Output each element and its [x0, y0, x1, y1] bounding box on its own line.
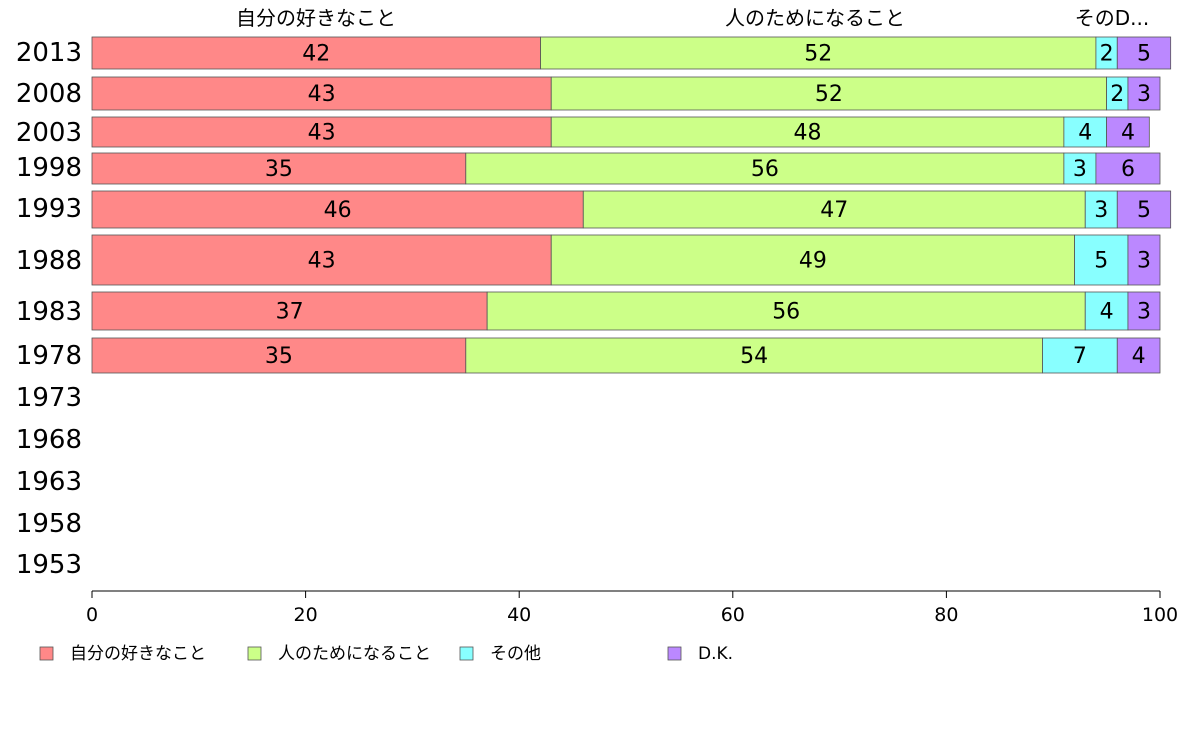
legend-swatch [247, 646, 262, 661]
bar-value-label: 49 [799, 249, 827, 274]
bar-value-label: 35 [265, 344, 293, 369]
x-tick-label: 20 [294, 604, 318, 626]
legend-label: 自分の好きなこと [70, 644, 206, 664]
year-label: 1998 [16, 153, 82, 183]
bar-segment [91, 337, 467, 374]
bar-segment [550, 116, 1065, 148]
bar-value-label: 48 [794, 121, 822, 146]
year-label: 2003 [16, 118, 82, 148]
bar-value-label: 7 [1073, 344, 1087, 369]
year-label: 1978 [16, 341, 82, 371]
bar-segment [1074, 234, 1129, 286]
year-label: 2013 [16, 38, 82, 68]
bar-value-label: 37 [276, 300, 304, 325]
bar-value-label: 5 [1094, 249, 1108, 274]
bar-segment [91, 36, 541, 70]
year-label: 1953 [16, 550, 82, 580]
bar-value-label: 3 [1137, 300, 1151, 325]
bar-value-label: 42 [302, 42, 330, 67]
legend-swatch [39, 646, 54, 661]
bar-segment [465, 337, 1043, 374]
bar-value-label: 5 [1137, 198, 1151, 223]
bar-value-label: 2 [1110, 82, 1124, 107]
column-header: 自分の好きなこと [236, 6, 396, 30]
bar-segment [1063, 152, 1097, 185]
bar-value-label: 4 [1132, 344, 1146, 369]
column-header: そのD... [1075, 6, 1149, 30]
bar-value-label: 54 [740, 344, 768, 369]
bar-value-label: 52 [815, 82, 843, 107]
bar-segment [1116, 337, 1161, 374]
bar-value-label: 6 [1121, 157, 1135, 182]
bar-segment [1116, 190, 1172, 229]
bar-segment [1106, 116, 1150, 148]
bar-value-label: 43 [308, 249, 336, 274]
year-label: 2008 [16, 79, 82, 109]
bar-value-label: 43 [308, 82, 336, 107]
bar-segment [1095, 152, 1161, 185]
bar-segment [550, 234, 1075, 286]
bar-segment [1063, 116, 1108, 148]
year-label: 1993 [16, 194, 82, 224]
bar-segment [486, 291, 1086, 331]
bar-value-label: 35 [265, 157, 293, 182]
x-tick-label: 60 [721, 604, 745, 626]
bar-value-label: 3 [1137, 249, 1151, 274]
bar-segment [1116, 36, 1172, 70]
bar-value-label: 56 [772, 300, 800, 325]
x-tick-label: 40 [507, 604, 531, 626]
x-tick-label: 100 [1142, 604, 1178, 626]
legend-label: その他 [490, 644, 541, 664]
bar-value-label: 4 [1078, 121, 1092, 146]
bar-value-label: 56 [751, 157, 779, 182]
legend-swatch [667, 646, 682, 661]
bar-segment [1127, 234, 1161, 286]
year-label: 1968 [16, 425, 82, 455]
column-header: 人のためになること [725, 6, 905, 30]
bar-segment [91, 116, 552, 148]
bar-value-label: 43 [308, 121, 336, 146]
bar-value-label: 52 [804, 42, 832, 67]
legend-label: D.K. [698, 644, 733, 664]
year-label: 1983 [16, 297, 82, 327]
legend-swatch [459, 646, 474, 661]
bar-segment [91, 76, 552, 111]
bar-segment [91, 291, 488, 331]
year-label: 1963 [16, 467, 82, 497]
bar-value-label: 4 [1100, 300, 1114, 325]
x-tick-label: 80 [934, 604, 958, 626]
year-label: 1988 [16, 246, 82, 276]
bar-segment [465, 152, 1065, 185]
x-tick-label: 0 [86, 604, 98, 626]
bar-segment [540, 36, 1097, 70]
bar-value-label: 3 [1073, 157, 1087, 182]
bar-value-label: 3 [1137, 82, 1151, 107]
bar-segment [1084, 190, 1118, 229]
bar-value-label: 46 [324, 198, 352, 223]
legend-label: 人のためになること [278, 644, 431, 664]
year-label: 1973 [16, 383, 82, 413]
bar-value-label: 5 [1137, 42, 1151, 67]
bar-segment [91, 152, 467, 185]
bar-value-label: 47 [820, 198, 848, 223]
bar-segment [550, 76, 1107, 111]
year-label: 1958 [16, 509, 82, 539]
bar-segment [1042, 337, 1118, 374]
bar-value-label: 2 [1100, 42, 1114, 67]
bar-value-label: 3 [1094, 198, 1108, 223]
bar-segment [1127, 76, 1161, 111]
bar-value-label: 4 [1121, 121, 1135, 146]
bar-segment [1127, 291, 1161, 331]
